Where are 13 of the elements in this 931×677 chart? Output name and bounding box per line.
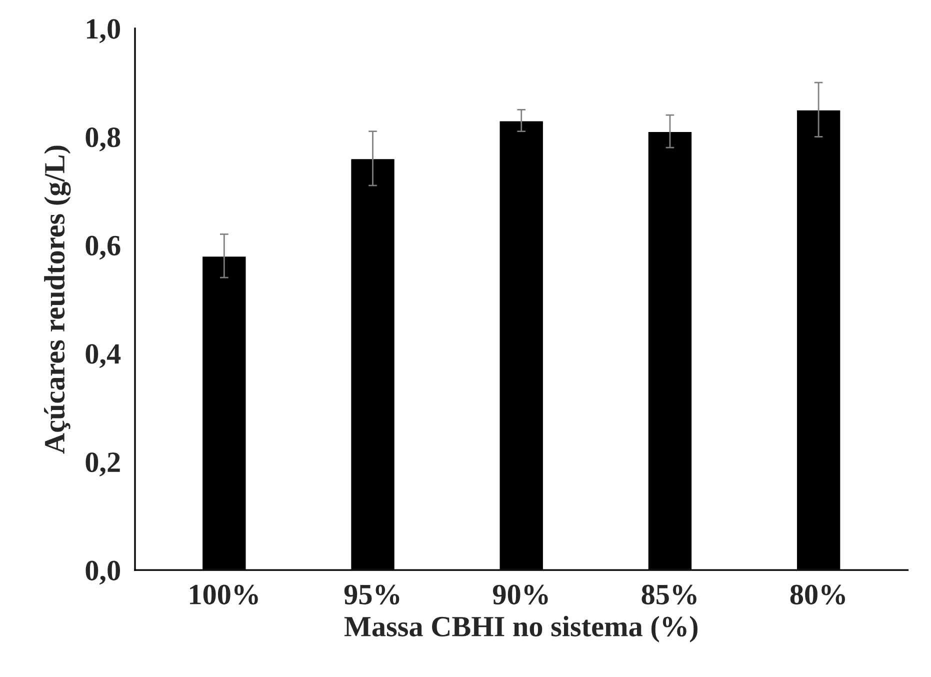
y-tick-label: 0,0 xyxy=(86,560,120,585)
y-axis-title: Açúcares reudtores (g/L) xyxy=(44,146,71,454)
y-tick-label: 0,8 xyxy=(86,127,120,152)
x-tick-label: 80% xyxy=(790,584,845,605)
y-tick-label: 0,2 xyxy=(86,452,120,476)
x-axis-title: Massa CBHI no sistema (%) xyxy=(344,616,698,642)
x-tick-label: 100% xyxy=(190,584,258,605)
x-tick-label: 95% xyxy=(344,584,400,605)
x-tick-label: 85% xyxy=(642,584,696,605)
y-tick-label: 1,0 xyxy=(86,19,120,44)
x-tick-label: 90% xyxy=(492,584,548,605)
y-tick-label: 0,4 xyxy=(86,344,121,368)
y-tick-label: 0,6 xyxy=(86,236,120,260)
